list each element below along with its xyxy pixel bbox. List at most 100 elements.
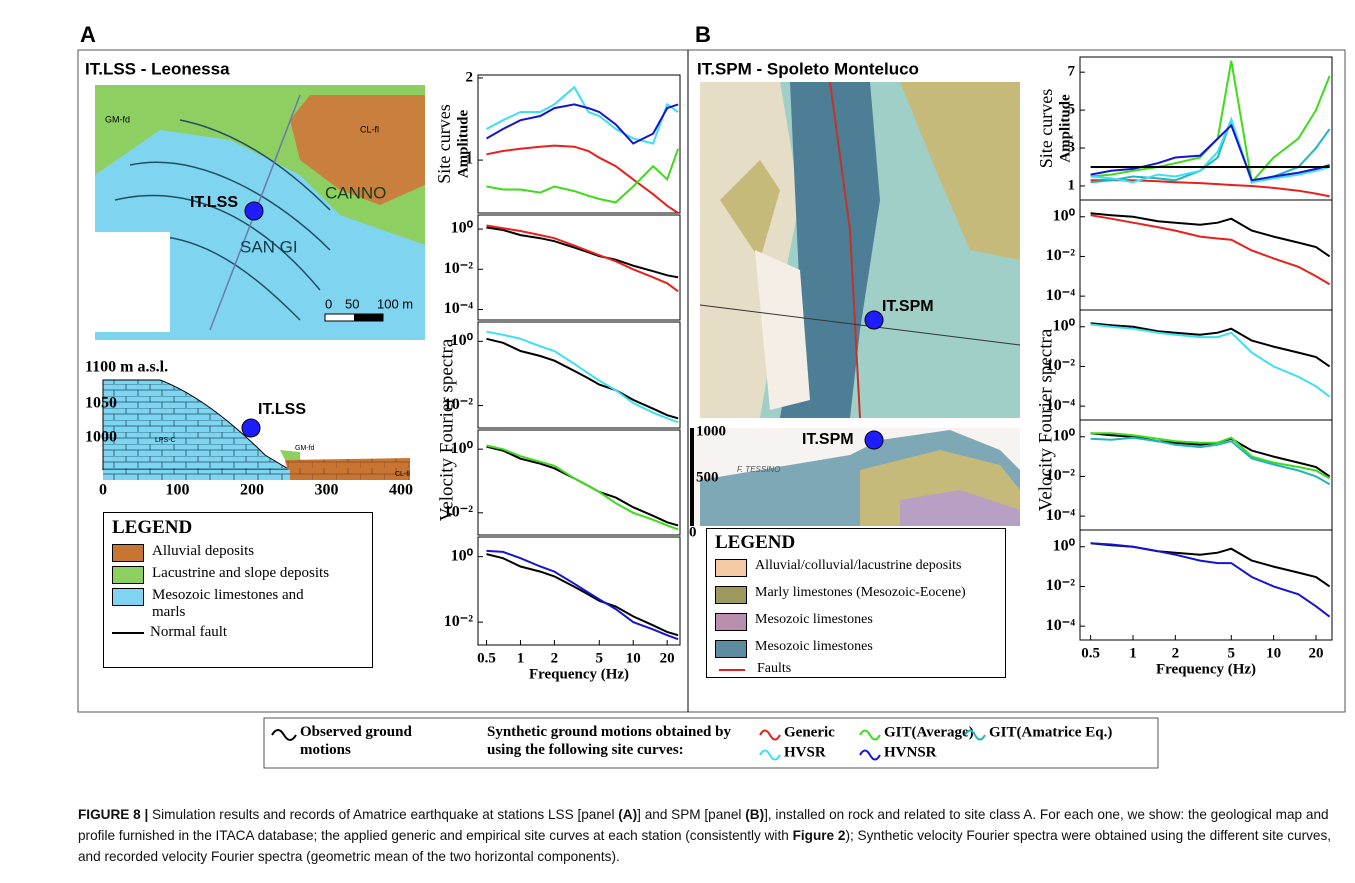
x-tick-label: 0.5 — [477, 650, 496, 666]
legend-title: LEGEND — [715, 532, 796, 553]
y-tick-label: 10⁰ — [1053, 537, 1076, 554]
y-tick-label: 10⁰ — [1053, 317, 1076, 334]
plot-frame — [1079, 199, 1333, 311]
map-legend: LEGEND Alluvial/colluvial/lacustrine dep… — [706, 528, 1006, 678]
legend-swatch — [112, 544, 144, 562]
y-tick-label: 10⁻² — [1046, 357, 1075, 374]
y-tick-label: 10⁻² — [444, 503, 473, 520]
legend-text: Lacustrine and slope deposits — [152, 565, 330, 581]
x-tick-label: 2 — [1172, 645, 1180, 661]
x-tick-label: 5 — [1228, 645, 1236, 661]
y-tick-label: 7 — [1068, 64, 1076, 80]
profile-xtick: 0 — [99, 482, 107, 499]
profile-xtick: 300 — [315, 482, 339, 499]
y-tick-label: 10⁻⁴ — [444, 300, 473, 317]
legend-item: Mesozoic limestones — [715, 639, 997, 658]
profile-a — [102, 379, 410, 480]
panel-title: IT.LSS - Leonessa — [85, 59, 230, 78]
figure-frame — [77, 49, 1346, 713]
legend-swatch — [859, 729, 881, 741]
plot-frame — [1079, 529, 1333, 641]
legend-text: HVNSR — [884, 744, 937, 760]
x-tick-label: 10 — [626, 650, 641, 666]
legend-item: Faults — [715, 661, 997, 677]
legend-swatch — [112, 566, 144, 584]
caption-text: FIGURE 8 | — [78, 807, 149, 822]
map-legend: LEGEND Alluvial deposits Lacustrine and … — [103, 512, 373, 668]
legend-swatch — [715, 559, 747, 577]
legend-item: Marly limestones (Mesozoic-Eocene) — [715, 585, 997, 604]
legend-text: Generic — [784, 724, 835, 740]
series-line — [486, 337, 679, 420]
x-tick-label: 20 — [660, 650, 675, 666]
map-b — [699, 81, 1021, 419]
y-tick-label: 10⁻⁴ — [1046, 397, 1075, 414]
legend-swatch — [759, 749, 781, 761]
x-tick-label: 0.5 — [1081, 645, 1100, 661]
legend-swatch — [715, 613, 747, 631]
plot-area — [486, 224, 679, 293]
y-tick-label: 10⁰ — [451, 220, 474, 237]
profile-ytick: 1000 — [85, 429, 117, 446]
legend-frame — [263, 717, 1159, 769]
legend-text: Mesozoic limestones — [755, 612, 873, 627]
station-marker — [864, 430, 884, 450]
legend-item: Mesozoic limestones and marls — [112, 587, 312, 621]
legend-text: Faults — [757, 661, 792, 676]
legend-item: Mesozoic limestones — [715, 612, 997, 631]
x-tick-label: 1 — [517, 650, 525, 666]
y-tick-label: 10⁻² — [1046, 577, 1075, 594]
legend-synthetic: Synthetic ground motions obtained by usi… — [487, 724, 731, 758]
y-tick-label: 1 — [466, 152, 474, 168]
series-line — [486, 330, 679, 424]
legend-text: GIT(Amatrice Eq.) — [989, 724, 1112, 740]
legend-swatch — [759, 729, 781, 741]
x-axis-label: Frequency (Hz) — [529, 666, 629, 682]
legend-text: Alluvial deposits — [152, 543, 255, 559]
profile-label: F. TESSINO — [737, 465, 780, 474]
y-tick-label: 10⁻² — [1046, 247, 1075, 264]
series-line — [486, 553, 679, 637]
caption-text: ] and SPM [panel — [637, 807, 746, 822]
station-marker — [241, 418, 261, 438]
legend-swatch — [271, 729, 297, 741]
y-tick-label: 10⁰ — [1053, 427, 1076, 444]
plot-area — [1090, 542, 1331, 618]
y-tick-label: 2 — [466, 69, 474, 85]
y-axis-label: Amplitude — [455, 109, 471, 178]
legend-text: Alluvial/colluvial/lacustrine deposits — [755, 558, 962, 573]
series-line — [486, 224, 679, 293]
station-label: IT.SPM — [802, 431, 854, 448]
y-tick-label: 10⁰ — [1053, 207, 1076, 224]
plot-area — [486, 549, 679, 641]
profile-label: CL-fl — [395, 471, 410, 478]
profile-label: GM-fd — [295, 445, 315, 452]
legend-observed: Observed ground motions — [300, 724, 412, 758]
axis-title: Site curves — [1036, 89, 1056, 168]
series-line — [486, 148, 680, 204]
series-line — [1090, 323, 1331, 398]
legend-swatch — [964, 729, 986, 741]
legend-item: Lacustrine and slope deposits — [112, 565, 332, 584]
legend-swatch — [112, 588, 144, 606]
plot-area — [1090, 432, 1331, 486]
panel-letter: A — [80, 22, 96, 47]
axis-label: Velocity Fourier spectra — [1035, 328, 1056, 511]
y-axis-label: Amplitude — [1057, 94, 1073, 163]
profile-xtick: 200 — [240, 482, 264, 499]
series-line — [486, 144, 679, 213]
plot-area — [486, 330, 679, 424]
legend-swatch — [112, 632, 144, 638]
y-tick-label: 10⁻⁴ — [1046, 507, 1075, 524]
map-label: SAN GI — [240, 237, 298, 256]
x-tick-label: 2 — [551, 650, 559, 666]
legend-item: Alluvial/colluvial/lacustrine deposits — [715, 558, 997, 577]
profile-b — [690, 428, 1020, 526]
series-line — [1090, 212, 1331, 258]
map-label: CL-fl — [360, 124, 379, 134]
legend-item: Alluvial deposits — [112, 543, 364, 562]
map-a — [95, 85, 425, 340]
profile-ytick: 1000 — [696, 423, 726, 439]
legend-text: Normal fault — [150, 624, 228, 640]
